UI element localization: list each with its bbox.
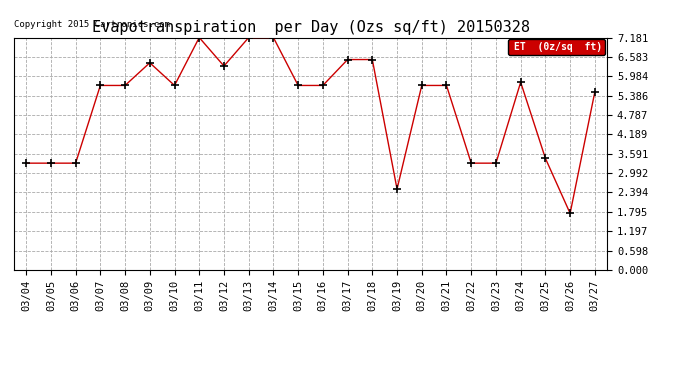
Legend: ET  (0z/sq  ft): ET (0z/sq ft) bbox=[509, 39, 605, 55]
Text: Copyright 2015 Cartronics.com: Copyright 2015 Cartronics.com bbox=[14, 20, 170, 29]
Title: Evapotranspiration  per Day (Ozs sq/ft) 20150328: Evapotranspiration per Day (Ozs sq/ft) 2… bbox=[92, 20, 529, 35]
